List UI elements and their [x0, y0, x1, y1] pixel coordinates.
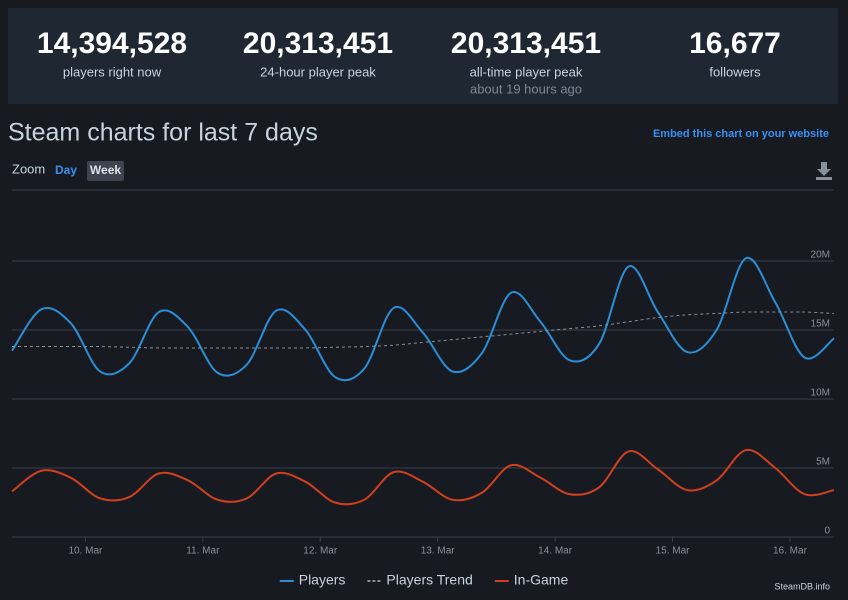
series-line: [12, 311, 835, 349]
zoom-week-bg: [87, 161, 124, 181]
x-tick-label: 13. Mar: [421, 546, 456, 557]
legend-label: Players: [299, 572, 346, 588]
stat-value: 14,394,528: [37, 27, 187, 60]
heading: Steam charts for last 7 days: [8, 119, 318, 147]
x-tick-label: 12. Mar: [303, 546, 338, 557]
credit: SteamDB.info: [774, 581, 830, 591]
legend-item[interactable]: Players Trend: [367, 572, 473, 588]
legend-item[interactable]: In-Game: [494, 572, 569, 588]
stat-note: about 19 hours ago: [470, 81, 582, 96]
legend-label: In-Game: [514, 572, 569, 588]
y-tick-label: 10M: [811, 388, 830, 399]
legend-item[interactable]: Players: [279, 572, 346, 588]
y-tick-label: 20M: [811, 250, 830, 261]
x-tick-label: 16. Mar: [773, 546, 808, 557]
stats-panel: [8, 8, 838, 104]
stat-label: players right now: [63, 64, 162, 79]
x-tick-label: 15. Mar: [656, 546, 691, 557]
y-tick-label: 0: [824, 526, 830, 537]
stat-value: 20,313,451: [243, 27, 393, 60]
stat-label: 24-hour player peak: [260, 64, 376, 79]
legend-label: Players Trend: [386, 572, 472, 588]
zoom-label: Zoom: [12, 161, 45, 176]
y-tick-label: 15M: [811, 319, 830, 330]
x-tick-label: 10. Mar: [68, 546, 103, 557]
x-tick-label: 14. Mar: [538, 546, 573, 557]
zoom-day[interactable]: Day: [55, 163, 77, 177]
download-icon[interactable]: [816, 162, 832, 180]
stat-label: all-time player peak: [470, 64, 583, 79]
embed-link[interactable]: Embed this chart on your website: [653, 128, 829, 140]
stat-label: followers: [709, 64, 761, 79]
zoom-week[interactable]: Week: [90, 163, 121, 177]
series-line: [11, 257, 835, 382]
y-tick-label: 5M: [816, 457, 830, 468]
stat-value: 16,677: [689, 27, 781, 60]
series-line: [11, 448, 835, 506]
stat-value: 20,313,451: [451, 27, 601, 60]
x-tick-label: 11. Mar: [186, 546, 220, 557]
